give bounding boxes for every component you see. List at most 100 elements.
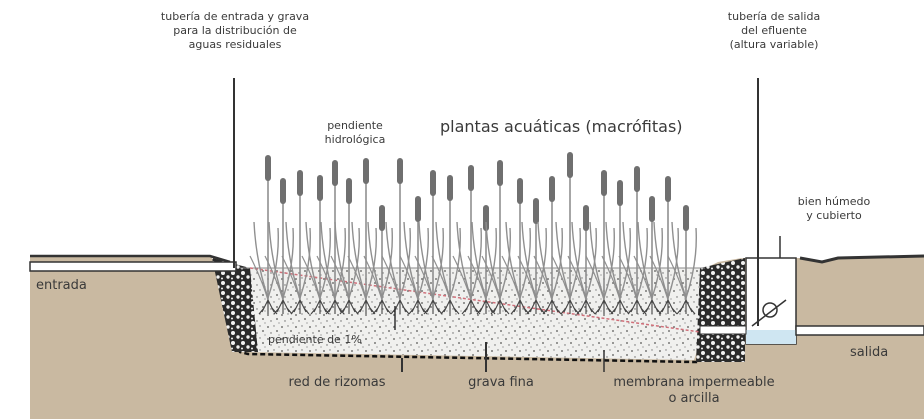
reed-leaf bbox=[685, 227, 697, 299]
reed-leaf bbox=[456, 221, 472, 299]
reed-roots bbox=[560, 299, 580, 315]
reed-roots bbox=[408, 299, 428, 315]
reed-roots bbox=[310, 299, 330, 315]
reed-roots bbox=[594, 299, 614, 315]
reed-seed-head bbox=[549, 176, 555, 202]
reed-leaf bbox=[501, 255, 521, 301]
reed-seed-head bbox=[468, 165, 474, 191]
reed-leaf bbox=[537, 221, 553, 299]
reed-roots bbox=[339, 299, 359, 315]
reed-leaf bbox=[618, 255, 638, 301]
membrane-label-line-1: membrana impermeable bbox=[613, 375, 775, 390]
plants-label: plantas acuáticas (macrófitas) bbox=[440, 117, 683, 136]
reed-leaf bbox=[334, 221, 350, 299]
reed-seed-head bbox=[483, 205, 489, 231]
reed-seed-head bbox=[517, 178, 523, 204]
reed-leaf bbox=[305, 221, 321, 299]
reed-leaf bbox=[485, 227, 497, 299]
hydro-slope-label-line-1: pendiente bbox=[327, 119, 383, 132]
ground-surface-left bbox=[30, 254, 231, 264]
reed-leaf bbox=[418, 221, 434, 299]
reed-roots bbox=[627, 299, 647, 315]
reed-leaf bbox=[571, 221, 587, 299]
reed-leaf bbox=[385, 221, 401, 299]
reed-leaf bbox=[320, 221, 336, 299]
reed-leaf bbox=[605, 221, 621, 299]
reed-seed-head bbox=[634, 166, 640, 192]
outlet-pipe-label-line-2: del efluente bbox=[741, 23, 807, 37]
reed-roots bbox=[526, 299, 546, 315]
reed-leaf bbox=[589, 221, 605, 299]
well-water bbox=[746, 330, 796, 344]
reed-seed-head bbox=[430, 170, 436, 196]
outlet-pipe-inner bbox=[699, 325, 747, 335]
well-label: bien húmedo y cubierto bbox=[766, 195, 902, 223]
reed-roots bbox=[258, 299, 278, 315]
reed-leaf bbox=[435, 221, 451, 299]
reed-seed-head bbox=[497, 160, 503, 186]
inlet-pipe-label-line-1: tubería de entrada y grava bbox=[160, 10, 310, 23]
reed-leaf bbox=[533, 255, 553, 301]
reed-roots bbox=[356, 299, 376, 315]
reed-leaf bbox=[481, 255, 501, 301]
reed-leaf bbox=[467, 255, 487, 301]
reed-leaf bbox=[485, 221, 501, 299]
reed-leaf bbox=[381, 255, 401, 301]
reed-leaf bbox=[267, 227, 279, 299]
inlet-pipe bbox=[29, 261, 237, 272]
hydro-slope-label: pendiente hidrológica bbox=[300, 119, 410, 147]
reed-leaf bbox=[365, 227, 377, 299]
inlet-pipe-label: tubería de entrada y grava para la distr… bbox=[95, 10, 375, 51]
reed-leaf bbox=[347, 255, 367, 301]
reed-leaf bbox=[414, 255, 434, 301]
reed-leaf bbox=[551, 255, 571, 301]
reed-leaf bbox=[671, 221, 687, 299]
reed-leaf bbox=[334, 227, 346, 299]
reed-roots bbox=[390, 299, 410, 315]
reed-leaf bbox=[253, 221, 269, 299]
outlet-well bbox=[745, 257, 797, 345]
reed-leaf bbox=[351, 221, 367, 299]
reed-leaf bbox=[316, 255, 336, 301]
reed-leaf bbox=[499, 227, 511, 299]
reed-leaf bbox=[299, 227, 311, 299]
outlet-pipe-label-line-1: tubería de salida bbox=[727, 10, 821, 23]
reed-roots bbox=[290, 299, 310, 315]
slope-1pct-label: pendiente de 1% bbox=[268, 333, 362, 346]
hydro-slope-label-line-2: hidrológica bbox=[324, 132, 386, 146]
reed-leaf bbox=[601, 255, 621, 301]
membrane-label-line-2: o arcilla bbox=[668, 391, 720, 407]
reed-roots bbox=[440, 299, 460, 315]
reed-seed-head bbox=[363, 158, 369, 184]
inlet-coarse-gravel bbox=[212, 258, 258, 352]
fine-gravel-label: grava fina bbox=[468, 375, 534, 390]
reed-leaf bbox=[281, 255, 301, 301]
reed-seed-head bbox=[346, 178, 352, 204]
reed-roots bbox=[490, 299, 510, 315]
reed-leaf bbox=[517, 255, 537, 301]
reed-leaf bbox=[417, 227, 429, 299]
well-label-line-1: bien húmedo bbox=[797, 195, 871, 208]
reed-leaf bbox=[285, 221, 301, 299]
reed-seed-head bbox=[447, 175, 453, 201]
reed-seed-head bbox=[379, 205, 385, 231]
outlet-coarse-gravel bbox=[696, 258, 745, 362]
reed-roots bbox=[325, 299, 345, 315]
reed-leaf bbox=[403, 221, 419, 299]
reed-leaf bbox=[535, 227, 547, 299]
reed-leaf bbox=[653, 221, 669, 299]
reed-leaf bbox=[301, 255, 321, 301]
reed-roots bbox=[642, 299, 662, 315]
membrane-label: membrana impermeable o arcilla bbox=[566, 375, 822, 408]
reed-seed-head bbox=[665, 176, 671, 202]
reed-roots bbox=[610, 299, 630, 315]
macrophytes bbox=[249, 152, 697, 315]
inlet-label: entrada bbox=[36, 278, 87, 293]
reed-seed-head bbox=[397, 158, 403, 184]
reed-leaf bbox=[521, 221, 537, 299]
reed-leaf bbox=[268, 221, 284, 299]
reed-roots bbox=[658, 299, 678, 315]
reed-seed-head bbox=[649, 196, 655, 222]
reed-leaf bbox=[567, 255, 587, 301]
well-label-line-2: y cubierto bbox=[806, 208, 862, 222]
